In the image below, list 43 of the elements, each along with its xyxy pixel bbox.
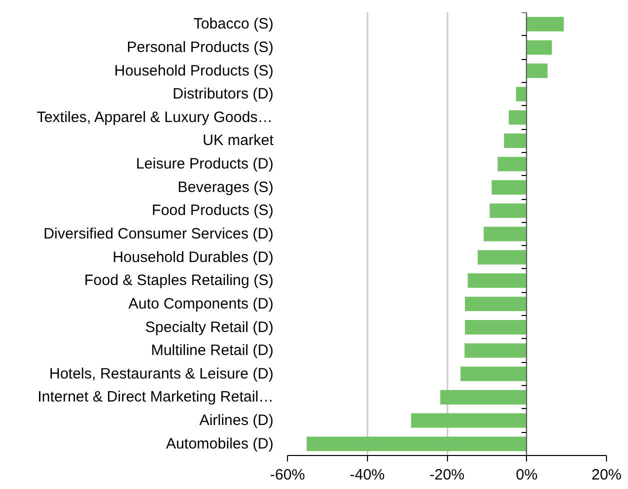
bar	[484, 226, 527, 242]
bar	[464, 296, 527, 312]
y-tick-label: Distributors (D)	[172, 86, 274, 103]
x-tick-label: -40%	[350, 466, 385, 484]
y-tick-label: Household Durables (D)	[112, 248, 274, 266]
bar	[508, 110, 527, 125]
bar	[306, 436, 527, 452]
y-tick-label: Specialty Retail (D)	[145, 318, 274, 336]
y-tick-label: Personal Products (S)	[126, 38, 274, 56]
y-tick-label: Food & Staples Retailing (S)	[84, 272, 274, 290]
y-tick-label: Auto Components (D)	[128, 295, 274, 312]
x-tick-label: 20%	[591, 466, 622, 484]
y-tick-label: Automobiles (D)	[166, 435, 274, 452]
bar	[504, 134, 527, 148]
y-tick-label: Textiles, Apparel & Luxury Goods…	[36, 108, 273, 126]
y-tick-label: Multiline Retail (D)	[150, 342, 274, 360]
y-tick-label: Beverages (S)	[178, 178, 274, 196]
x-tick-label: -20%	[429, 466, 465, 484]
y-tick-label: Tobacco (S)	[193, 16, 274, 33]
bar	[464, 320, 527, 334]
bar	[516, 86, 527, 102]
y-tick-label: Diversified Consumer Services (D)	[43, 226, 274, 242]
bar	[460, 366, 527, 382]
y-tick-label: UK market	[202, 132, 274, 150]
x-tick-label: 0%	[516, 466, 538, 484]
bar	[498, 156, 527, 172]
y-tick-label: Internet & Direct Marketing Retail…	[38, 388, 274, 406]
y-tick-label: Airlines (D)	[199, 412, 274, 430]
bar	[526, 16, 564, 32]
bar	[468, 273, 527, 288]
bar	[411, 413, 527, 428]
bar	[464, 343, 527, 358]
y-tick-label: Hotels, Restaurants & Leisure (D)	[49, 365, 274, 382]
bar	[440, 390, 527, 404]
bar	[490, 203, 527, 218]
y-tick-label: Leisure Products (D)	[136, 156, 274, 173]
y-tick-label: Food Products (S)	[152, 202, 274, 220]
y-tick-label: Household Products (S)	[114, 62, 274, 80]
bar	[478, 250, 527, 265]
bar	[526, 64, 548, 78]
bar	[526, 40, 552, 55]
x-tick-label: -60%	[270, 466, 306, 484]
bar	[492, 180, 527, 195]
